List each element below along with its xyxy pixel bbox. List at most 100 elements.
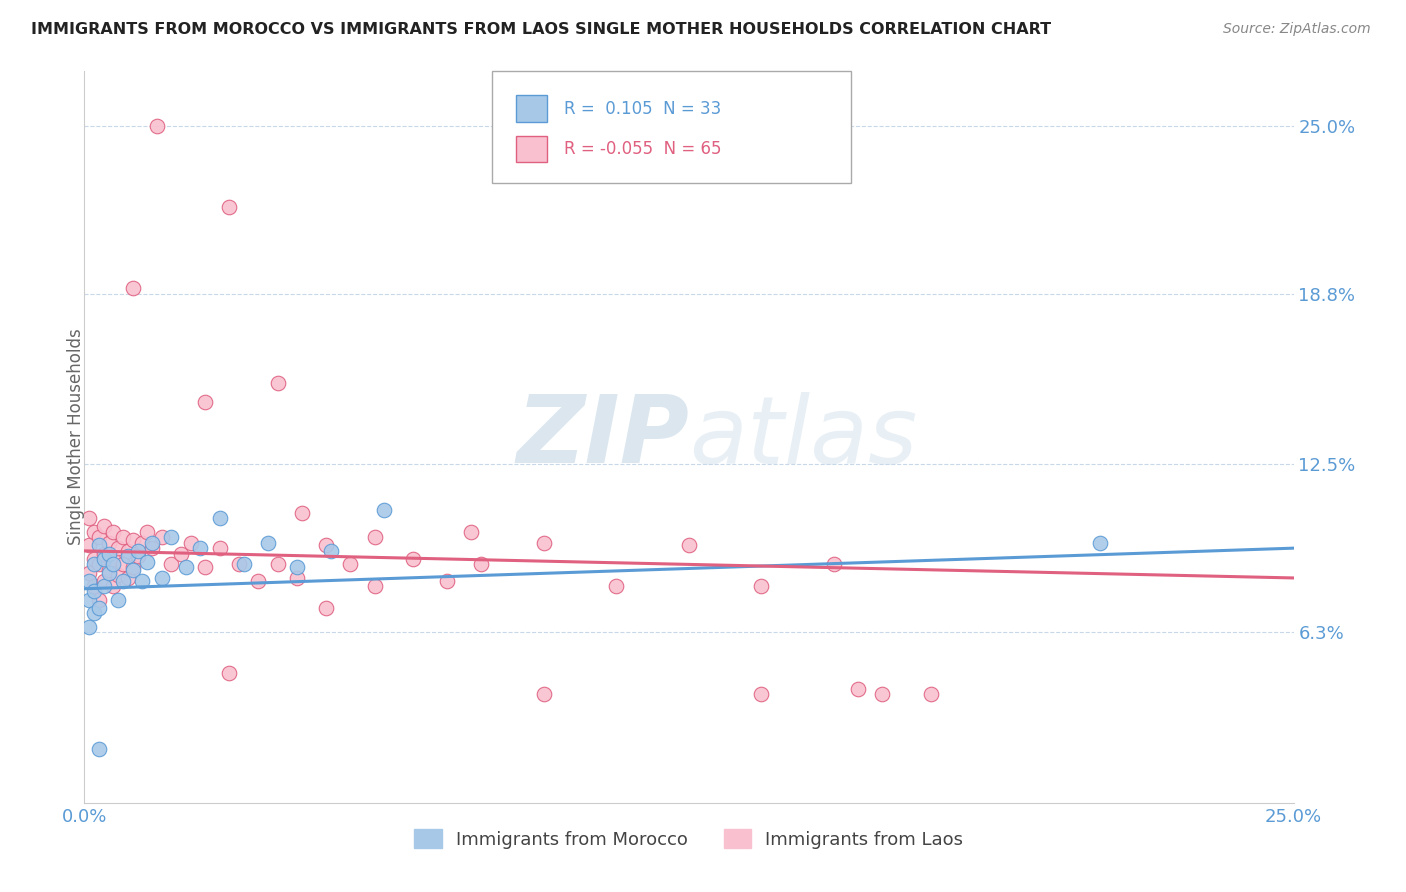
Point <box>121 560 143 574</box>
Point <box>363 579 385 593</box>
Point <box>150 571 173 585</box>
Point <box>87 558 110 572</box>
Point <box>103 558 125 572</box>
Point <box>127 544 149 558</box>
Point <box>103 552 125 566</box>
Point <box>121 533 143 547</box>
Point <box>267 558 290 572</box>
Point <box>83 524 105 539</box>
Point <box>460 524 482 539</box>
Point <box>160 558 183 572</box>
Point <box>751 579 773 593</box>
Point <box>93 519 115 533</box>
Point <box>136 555 159 569</box>
Point <box>112 558 135 572</box>
Point <box>170 547 193 561</box>
Point <box>93 547 115 561</box>
Point <box>605 579 627 593</box>
Point <box>533 535 555 549</box>
Point <box>228 558 250 572</box>
Point <box>87 592 110 607</box>
Point <box>112 574 135 588</box>
Point <box>233 558 256 572</box>
Point <box>117 549 139 564</box>
Point <box>319 544 342 558</box>
Point <box>107 541 129 556</box>
Point <box>146 119 169 133</box>
Point <box>136 524 159 539</box>
Text: ZIP: ZIP <box>516 391 689 483</box>
Point <box>117 571 139 585</box>
Point <box>436 574 458 588</box>
Text: R = -0.055  N = 65: R = -0.055 N = 65 <box>564 140 721 158</box>
Text: Source: ZipAtlas.com: Source: ZipAtlas.com <box>1223 22 1371 37</box>
Point <box>846 681 869 696</box>
Point <box>751 688 773 702</box>
Point <box>83 606 105 620</box>
Point <box>533 688 555 702</box>
Point <box>823 558 845 572</box>
Point <box>83 584 105 599</box>
Point <box>77 511 100 525</box>
Point <box>117 544 139 558</box>
Point <box>267 376 290 390</box>
Point <box>194 560 217 574</box>
Text: IMMIGRANTS FROM MOROCCO VS IMMIGRANTS FROM LAOS SINGLE MOTHER HOUSEHOLDS CORRELA: IMMIGRANTS FROM MOROCCO VS IMMIGRANTS FR… <box>31 22 1052 37</box>
Point <box>87 530 110 544</box>
Point <box>87 600 110 615</box>
Point <box>83 552 105 566</box>
Point <box>285 571 308 585</box>
Point <box>77 566 100 580</box>
Point <box>131 574 153 588</box>
Point <box>121 563 143 577</box>
Point <box>180 535 202 549</box>
Point <box>315 600 337 615</box>
Point <box>97 566 120 580</box>
Point <box>141 535 163 549</box>
Point <box>872 688 894 702</box>
Point <box>291 506 314 520</box>
Point <box>339 558 361 572</box>
Point <box>174 560 197 574</box>
Point <box>470 558 492 572</box>
Point <box>87 538 110 552</box>
Point <box>112 530 135 544</box>
Point <box>150 530 173 544</box>
Point <box>83 579 105 593</box>
Point <box>257 535 280 549</box>
Point <box>131 535 153 549</box>
Point <box>87 741 110 756</box>
Point <box>373 503 395 517</box>
Y-axis label: Single Mother Households: Single Mother Households <box>67 329 84 545</box>
Point <box>93 579 115 593</box>
Point <box>218 665 240 680</box>
Point <box>247 574 270 588</box>
Point <box>83 558 105 572</box>
Point <box>107 592 129 607</box>
Point <box>97 547 120 561</box>
Point <box>97 563 120 577</box>
Point <box>107 568 129 582</box>
Point <box>285 560 308 574</box>
Point <box>363 530 385 544</box>
Point <box>93 574 115 588</box>
Point <box>218 200 240 214</box>
Text: R =  0.105  N = 33: R = 0.105 N = 33 <box>564 100 721 118</box>
Point <box>190 541 212 556</box>
Point <box>160 530 183 544</box>
Legend: Immigrants from Morocco, Immigrants from Laos: Immigrants from Morocco, Immigrants from… <box>408 822 970 856</box>
Point <box>208 511 231 525</box>
Point <box>141 541 163 556</box>
Text: atlas: atlas <box>689 392 917 483</box>
Point <box>208 541 231 556</box>
Point <box>1088 535 1111 549</box>
Point <box>194 395 217 409</box>
Point <box>103 524 125 539</box>
Point <box>93 552 115 566</box>
Point <box>77 574 100 588</box>
Point <box>678 538 700 552</box>
Point <box>77 620 100 634</box>
Point <box>920 688 942 702</box>
Point <box>77 538 100 552</box>
Point <box>103 579 125 593</box>
